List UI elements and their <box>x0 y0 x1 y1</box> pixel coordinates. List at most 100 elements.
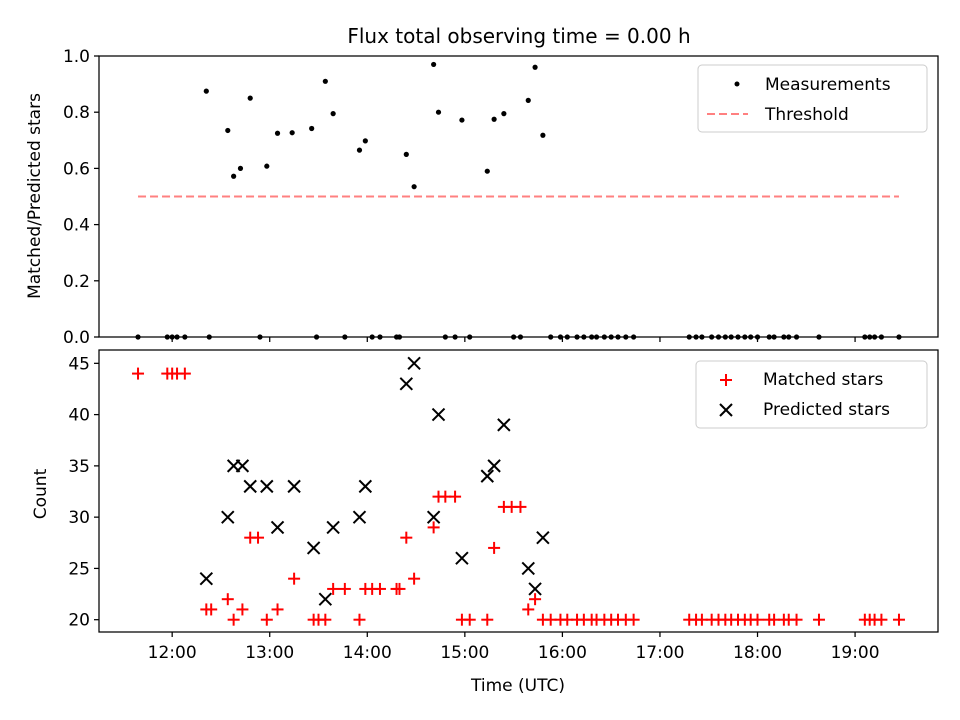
matched-star-point <box>393 582 406 595</box>
legend-measurements-marker <box>734 81 740 87</box>
matched-star-point <box>427 521 440 534</box>
measurement-point <box>274 130 281 136</box>
matched-star-point <box>463 613 476 626</box>
measurement-point <box>362 138 368 144</box>
matched-star-point <box>353 613 366 626</box>
measurement-point <box>431 61 437 68</box>
matched-star-point <box>400 531 413 544</box>
legend-measurements-label: Measurements <box>765 75 891 95</box>
legend-matched-marker <box>720 374 732 386</box>
matched-star-point <box>221 593 234 606</box>
matched-star-point <box>260 613 273 626</box>
matched-star-point <box>449 490 462 503</box>
predicted-star-point <box>221 510 235 524</box>
bottom-panel: 20 25 30 35 40 45 12:00 13:00 14:00 15:00 16:00 17… <box>31 349 939 696</box>
predicted-star-point <box>358 479 373 494</box>
predicted-star-point <box>399 377 414 391</box>
x-tick-label: 18:00 <box>733 643 782 663</box>
bottom-y-tick-label: 20 <box>68 611 90 631</box>
bottom-legend: Matched stars Predicted stars <box>695 360 928 429</box>
bottom-y-tick-label: 30 <box>68 508 90 528</box>
matched-star-point <box>288 572 301 585</box>
measurement-point <box>330 111 336 117</box>
matched-star-point <box>514 500 527 513</box>
measurement-point <box>356 147 363 153</box>
matched-star-point <box>522 603 535 616</box>
predicted-star-point <box>407 356 421 371</box>
predicted-star-point <box>497 418 511 432</box>
measurement-point <box>525 97 531 103</box>
legend-threshold-label: Threshold <box>764 105 849 125</box>
measurement-point <box>435 109 442 115</box>
predicted-star-point <box>528 582 542 596</box>
matched-star-point <box>751 613 764 626</box>
measurement-point <box>247 95 253 101</box>
matched-star-point <box>373 582 386 595</box>
x-tick-label: 17:00 <box>635 643 684 663</box>
top-y-tick-label: 0.2 <box>63 272 90 292</box>
predicted-star-point <box>287 479 301 494</box>
top-y-tick-label: 1.0 <box>63 47 90 67</box>
x-tick-label: 14:00 <box>343 643 392 663</box>
x-tick-label: 15:00 <box>440 643 489 663</box>
measurement-point <box>491 116 497 122</box>
predicted-star-point <box>487 459 501 473</box>
matched-star-point <box>408 572 421 585</box>
bottom-plot-frame <box>98 349 939 633</box>
predicted-star-point <box>199 571 214 586</box>
x-tick-label: 12:00 <box>148 643 197 663</box>
predicted-star-point <box>352 510 367 524</box>
top-y-tick-label: 0.4 <box>63 216 90 236</box>
measurement-point <box>501 111 507 117</box>
measurement-point <box>403 151 409 157</box>
legend-predicted-marker <box>719 403 733 417</box>
predicted-star-point <box>431 407 446 422</box>
top-y-tick-label: 0.0 <box>63 328 90 348</box>
matched-star-point <box>319 613 332 626</box>
predicted-star-point <box>235 459 250 473</box>
top-plot-frame <box>98 55 939 338</box>
predicted-star-point <box>521 561 535 576</box>
bottom-y-tick-label: 40 <box>68 406 90 426</box>
measurement-point <box>411 184 417 190</box>
predicted-star-point <box>306 541 321 555</box>
predicted-star-point <box>480 469 494 483</box>
predicted-star-point <box>536 530 550 545</box>
predicted-star-point <box>243 479 257 494</box>
matched-star-point <box>271 603 284 616</box>
matched-star-point <box>529 593 542 606</box>
matched-star-point <box>892 613 905 626</box>
measurement-point <box>203 88 209 94</box>
matched-star-point <box>481 613 494 626</box>
matched-star-point <box>875 613 888 626</box>
measurement-point <box>322 78 328 84</box>
bottom-y-tick-label: 35 <box>68 457 90 477</box>
measurement-point <box>225 127 231 134</box>
top-y-axis-label: Matched/Predicted stars <box>25 93 45 299</box>
matched-star-point <box>812 613 825 626</box>
measurement-point <box>237 165 244 171</box>
top-y-tick-label: 0.6 <box>63 159 90 179</box>
matched-star-point <box>252 531 265 544</box>
top-y-tick-label: 0.8 <box>63 103 90 123</box>
predicted-star-point <box>318 592 333 606</box>
matched-star-point <box>627 613 640 626</box>
predicted-star-point <box>426 510 441 524</box>
predicted-star-point <box>260 479 274 494</box>
legend-predicted-label: Predicted stars <box>763 400 890 420</box>
matched-star-point <box>338 582 351 595</box>
predicted-star-point <box>455 551 469 565</box>
bottom-y-axis-label: Count <box>31 468 51 519</box>
x-tick-label: 19:00 <box>831 643 880 663</box>
predicted-star-point <box>270 520 285 535</box>
matched-star-point <box>132 367 145 380</box>
matched-star-point <box>327 582 340 595</box>
bottom-y-tick-label: 45 <box>68 354 90 374</box>
measurement-point <box>231 173 237 179</box>
measurement-point <box>309 125 315 132</box>
matched-star-point <box>178 367 191 380</box>
x-tick-label: 13:00 <box>245 643 294 663</box>
x-tick-label: 16:00 <box>538 643 587 663</box>
predicted-star-point <box>326 520 340 535</box>
matched-star-point <box>488 541 501 554</box>
